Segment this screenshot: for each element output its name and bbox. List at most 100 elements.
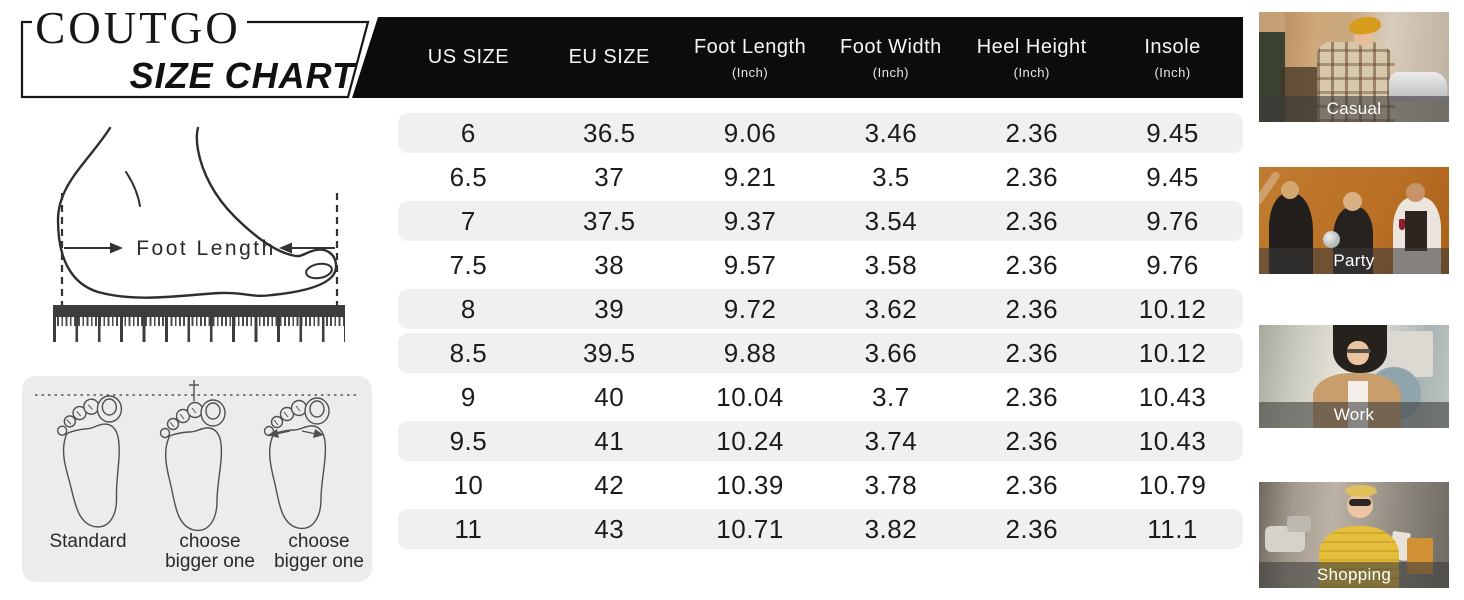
cell-eu: 43: [594, 513, 625, 544]
cell-heel_height: 2.36: [1005, 249, 1059, 280]
cell-insole: 11.1: [1147, 513, 1198, 544]
footprints-drawing: [35, 380, 357, 532]
fit-label-choose-bigger-1: choose bigger one: [165, 531, 255, 573]
cell-heel_height: 2.36: [1005, 425, 1059, 456]
column-label: US SIZE: [427, 46, 510, 68]
cell-insole: 10.12: [1138, 337, 1207, 368]
column-header-eu-size: EU SIZE: [539, 17, 680, 98]
column-unit: (Inch): [1154, 64, 1191, 80]
cell-heel_height: 2.36: [1005, 293, 1059, 324]
foot-measure-diagram: Foot Length: [30, 122, 390, 357]
photo-label: Shopping: [1259, 562, 1449, 588]
cell-foot_width: 3.54: [864, 205, 918, 236]
car-shape: [1287, 516, 1311, 532]
headband-shape: [1345, 485, 1377, 497]
ruler: [53, 305, 345, 342]
cell-eu: 42: [594, 469, 625, 500]
cell-us: 7.5: [449, 249, 488, 280]
column-header-us-size: US SIZE: [398, 17, 539, 98]
cell-foot_length: 9.21: [723, 161, 777, 192]
cell-us: 8.5: [449, 337, 488, 368]
cell-foot_length: 9.06: [723, 117, 777, 148]
table-row: 7.5 38 9.57 3.58 2.36 9.76: [398, 245, 1243, 285]
cell-eu: 38: [594, 249, 625, 280]
fit-guide-labels: Standard choose bigger one choose bigger…: [22, 532, 372, 572]
cell-insole: 10.43: [1138, 381, 1207, 412]
footprint-wide: [263, 397, 330, 530]
cell-foot_width: 3.46: [864, 117, 918, 148]
cell-us: 11: [454, 513, 483, 544]
cell-foot_width: 3.74: [864, 425, 918, 456]
measure-arrows: [64, 242, 335, 254]
column-header-foot-length: Foot Length (Inch): [680, 17, 821, 98]
photo-label: Casual: [1259, 96, 1449, 122]
table-row: 8.5 39.5 9.88 3.66 2.36 10.12: [398, 333, 1243, 373]
photo-label: Work: [1259, 402, 1449, 428]
measure-label: Foot Length: [136, 237, 276, 260]
cell-heel_height: 2.36: [1005, 469, 1059, 500]
table-row: 9.5 41 10.24 3.74 2.36 10.43: [398, 421, 1243, 461]
table-row: 10 42 10.39 3.78 2.36 10.79: [398, 465, 1243, 505]
column-header-heel-height: Heel Height (Inch): [961, 17, 1102, 98]
table-row: 11 43 10.71 3.82 2.36 11.1: [398, 509, 1243, 549]
table-row: 7 37.5 9.37 3.54 2.36 9.76: [398, 201, 1243, 241]
disco-ball-shape: [1323, 231, 1340, 248]
cell-foot_length: 9.57: [723, 249, 777, 280]
cell-us: 9: [460, 381, 476, 412]
column-header-insole: Insole (Inch): [1102, 17, 1243, 98]
column-label: Heel Height: [976, 35, 1087, 58]
table-row: 6 36.5 9.06 3.46 2.36 9.45: [398, 113, 1243, 153]
cell-foot_length: 10.24: [716, 425, 784, 456]
face-shape: [1281, 181, 1299, 199]
cell-us: 8: [460, 293, 476, 324]
cell-heel_height: 2.36: [1005, 205, 1059, 236]
column-header-foot-width: Foot Width (Inch): [820, 17, 961, 98]
cell-heel_height: 2.36: [1005, 337, 1059, 368]
cell-eu: 39.5: [582, 337, 636, 368]
shirt-shape: [1405, 211, 1427, 251]
column-label: EU SIZE: [568, 46, 650, 68]
table-row: 8 39 9.72 3.62 2.36 10.12: [398, 289, 1243, 329]
cell-heel_height: 2.36: [1005, 513, 1059, 544]
cell-insole: 9.76: [1146, 249, 1199, 280]
cell-eu: 37: [594, 161, 625, 192]
logo-frame: [20, 20, 370, 99]
column-unit: (Inch): [1013, 64, 1050, 80]
fit-guide-panel: Standard choose bigger one choose bigger…: [22, 376, 372, 582]
cell-us: 6: [460, 117, 476, 148]
photo-label: Party: [1259, 248, 1449, 274]
brand-subtitle: SIZE CHART: [130, 55, 357, 96]
column-label: Foot Length: [693, 35, 807, 58]
cell-us: 6.5: [449, 161, 488, 192]
cell-heel_height: 2.36: [1005, 381, 1059, 412]
brand-logo: COUTGO SIZE CHART: [20, 6, 370, 99]
table-row: 9 40 10.04 3.7 2.36 10.43: [398, 377, 1243, 417]
size-table-header: US SIZE EU SIZE Foot Length (Inch) Foot …: [352, 17, 1243, 98]
brand-name: COUTGO: [35, 6, 241, 53]
beret-shape: [1347, 14, 1383, 37]
photo-shopping: Shopping: [1259, 482, 1449, 588]
cell-foot_width: 3.7: [872, 381, 910, 412]
fit-label-choose-bigger-2: choose bigger one: [274, 531, 364, 573]
cell-foot_width: 3.62: [864, 293, 918, 324]
photo-work: Work: [1259, 325, 1449, 428]
cell-eu: 39: [594, 293, 625, 324]
column-unit: (Inch): [872, 64, 910, 80]
cell-heel_height: 2.36: [1005, 161, 1059, 192]
cell-foot_width: 3.66: [864, 337, 918, 368]
cell-insole: 9.76: [1146, 205, 1199, 236]
cell-us: 10: [453, 469, 484, 500]
cell-foot_width: 3.78: [864, 469, 918, 500]
cell-insole: 9.45: [1146, 161, 1199, 192]
cell-foot_length: 9.88: [723, 337, 777, 368]
cell-insole: 10.79: [1138, 469, 1207, 500]
cell-foot_length: 10.71: [716, 513, 784, 544]
cell-foot_width: 3.82: [864, 513, 918, 544]
cell-eu: 41: [594, 425, 625, 456]
cell-foot_length: 9.37: [723, 205, 777, 236]
cell-insole: 10.12: [1138, 293, 1207, 324]
face-shape: [1343, 192, 1362, 211]
wine-glass-shape: [1399, 219, 1405, 230]
cell-eu: 37.5: [582, 205, 636, 236]
